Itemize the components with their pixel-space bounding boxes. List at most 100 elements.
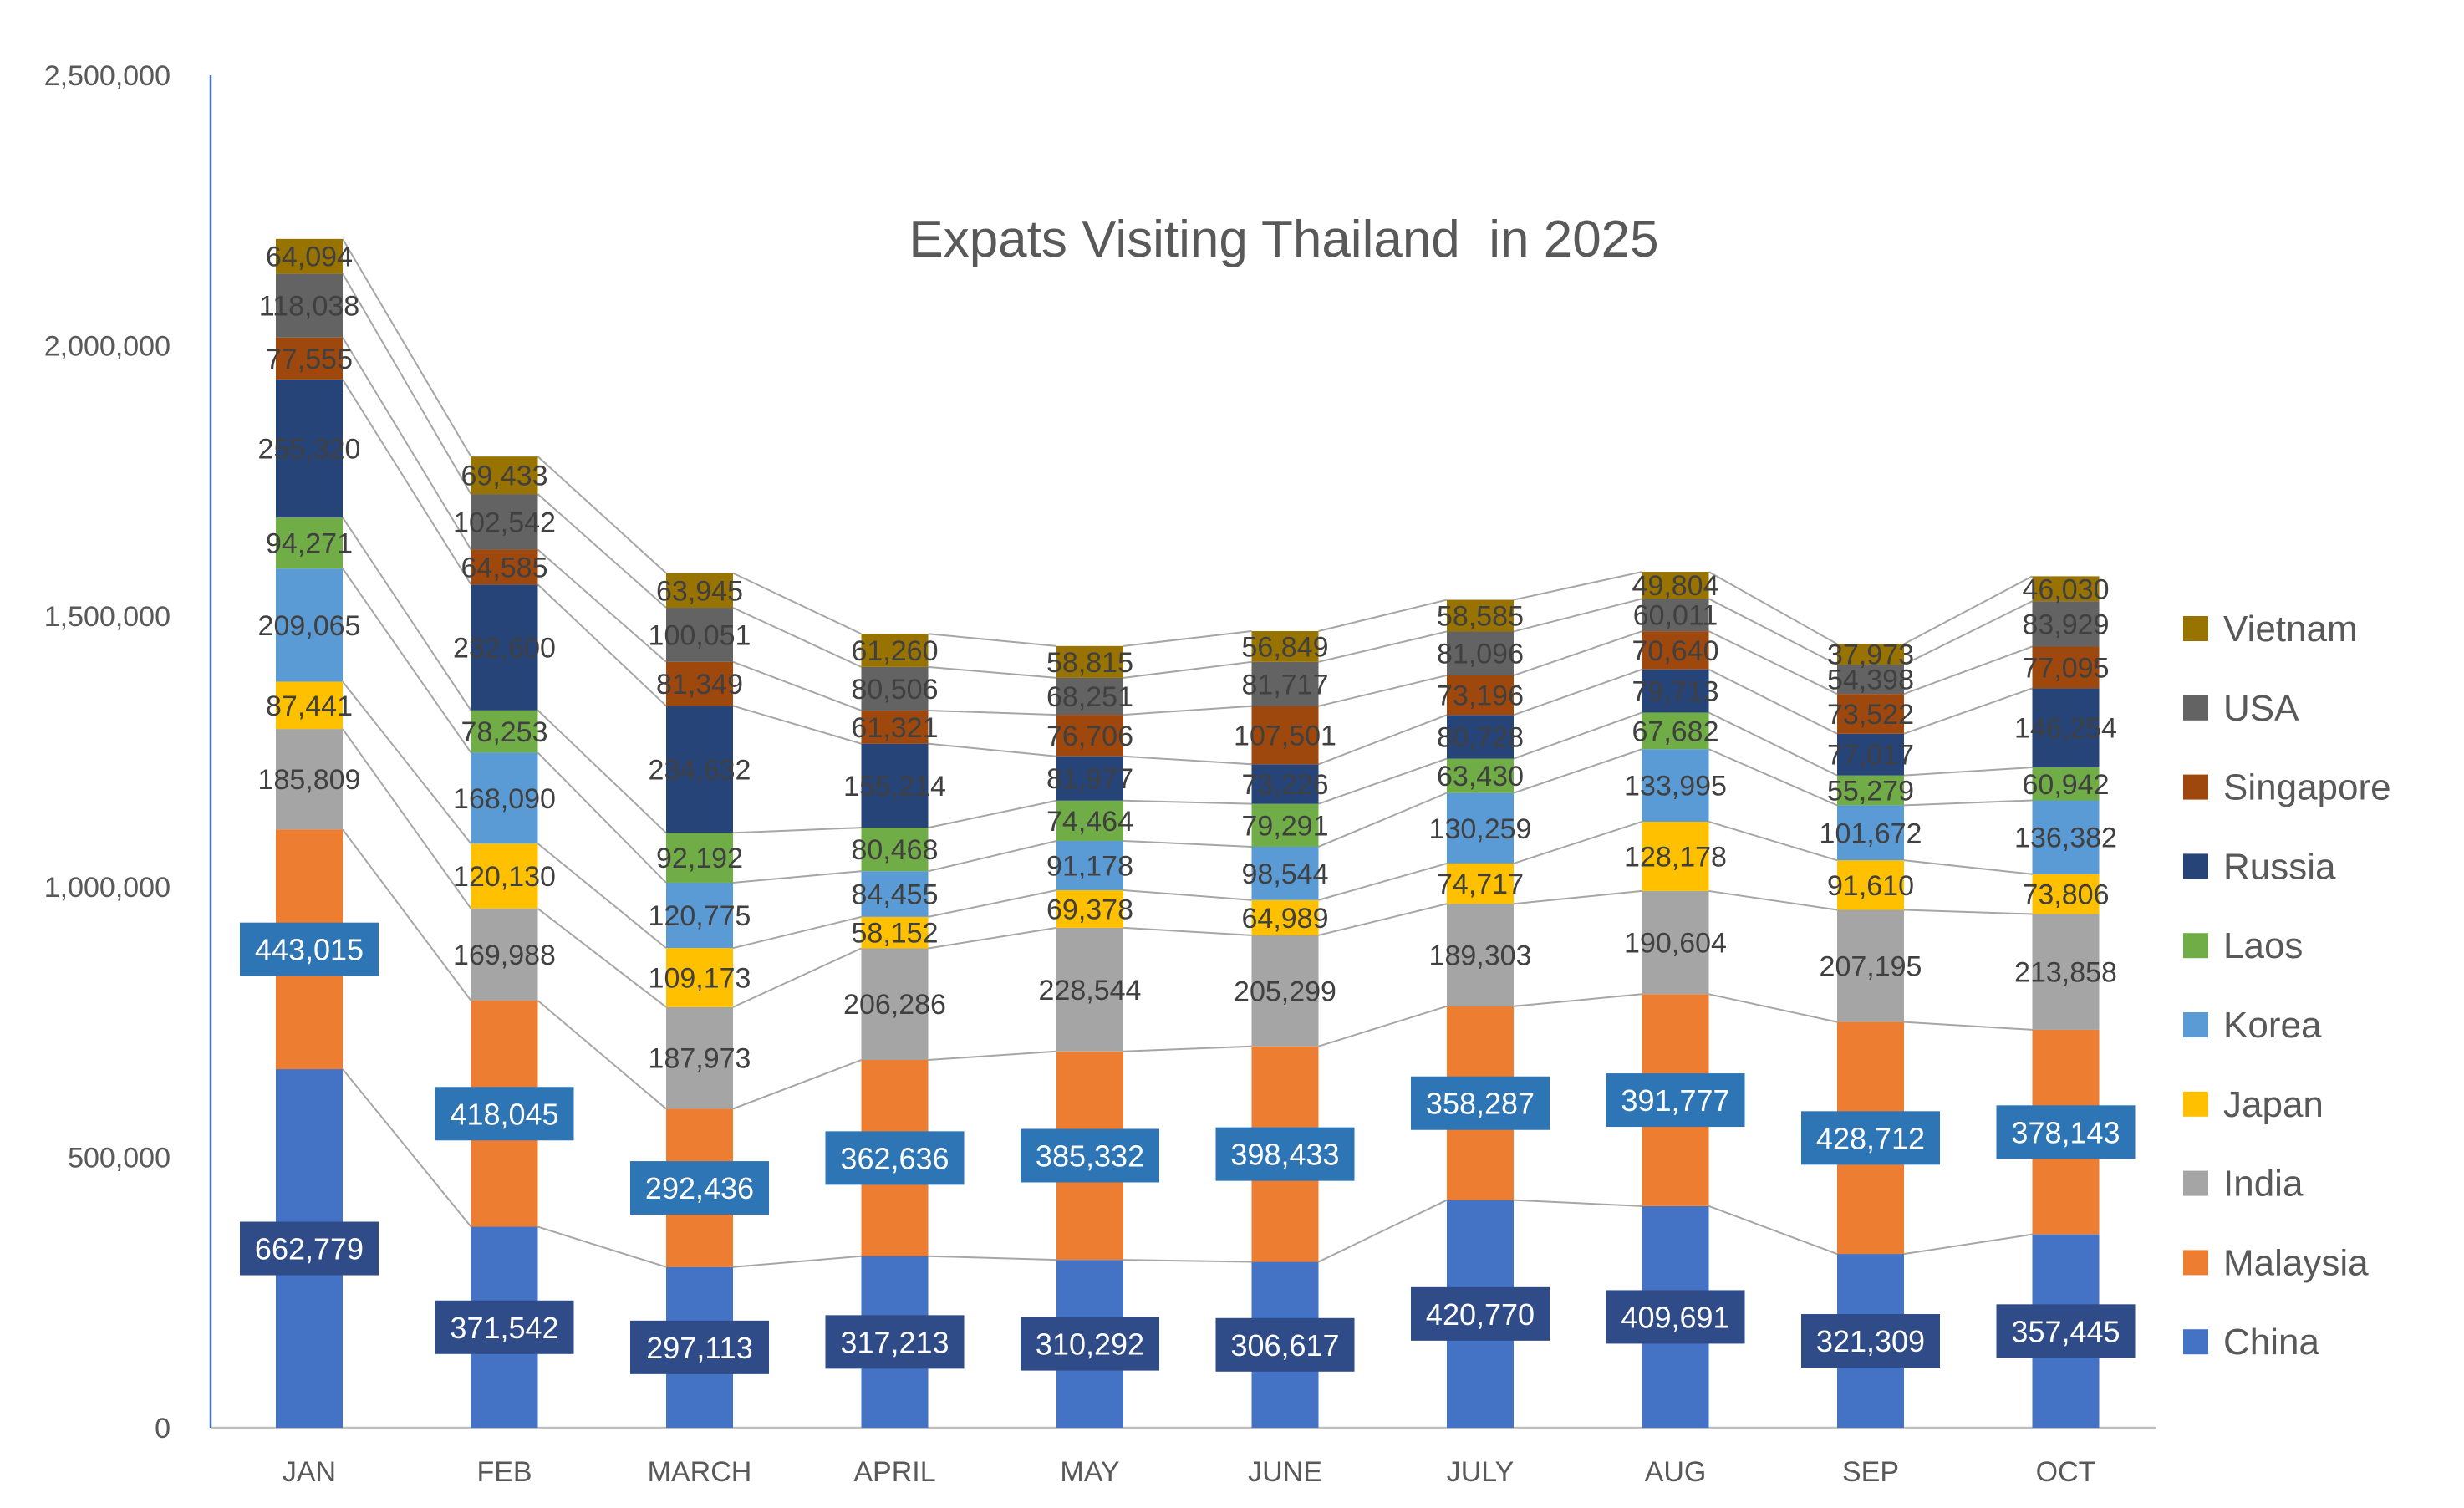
data-label-vietnam: 46,030 bbox=[2023, 573, 2110, 605]
series-line-vietnam bbox=[537, 456, 667, 574]
bar-russia bbox=[471, 584, 538, 711]
data-label-india: 205,299 bbox=[1234, 976, 1336, 1007]
data-label-laos: 79,291 bbox=[1242, 810, 1329, 842]
data-label-china: 297,113 bbox=[646, 1331, 752, 1365]
data-label-china: 317,213 bbox=[840, 1325, 949, 1359]
legend-swatch-malaysia bbox=[2183, 1250, 2208, 1276]
series-line-malaysia bbox=[1123, 1045, 1252, 1052]
data-label-china: 409,691 bbox=[1621, 1300, 1729, 1334]
bar-vietnam bbox=[1447, 599, 1514, 632]
series-line-malaysia bbox=[537, 1000, 667, 1110]
bar-laos bbox=[861, 828, 929, 872]
bar-laos bbox=[1056, 800, 1123, 841]
data-label-laos: 78,253 bbox=[461, 716, 548, 748]
data-label-japan: 58,152 bbox=[852, 918, 939, 950]
bar-india bbox=[1837, 909, 1904, 1022]
x-tick-label: MAY bbox=[1060, 1456, 1119, 1488]
bar-vietnam bbox=[1642, 572, 1709, 599]
series-line-india bbox=[1708, 889, 1838, 911]
bar-korea bbox=[2032, 800, 2100, 874]
y-tick-label: 1,000,000 bbox=[44, 872, 171, 904]
data-label-malaysia: 292,436 bbox=[645, 1171, 754, 1205]
series-line-korea bbox=[537, 751, 667, 884]
data-label-india: 228,544 bbox=[1039, 975, 1142, 1006]
data-label-korea: 130,259 bbox=[1429, 813, 1532, 845]
legend-label-singapore: Singapore bbox=[2223, 767, 2391, 808]
series-line-china bbox=[1123, 1259, 1252, 1263]
data-label-box-china bbox=[1411, 1286, 1550, 1341]
bar-laos bbox=[1642, 712, 1709, 750]
bar-korea bbox=[861, 871, 929, 917]
series-line-india bbox=[1513, 889, 1642, 905]
series-line-vietnam bbox=[1708, 571, 1838, 645]
x-tick-label: JUNE bbox=[1248, 1456, 1322, 1488]
series-line-korea bbox=[342, 568, 472, 753]
data-label-box-malaysia bbox=[1411, 1076, 1550, 1130]
data-label-china: 310,292 bbox=[1036, 1327, 1144, 1362]
series-line-china bbox=[732, 1255, 862, 1268]
bar-vietnam bbox=[666, 573, 733, 609]
data-label-laos: 63,430 bbox=[1437, 761, 1524, 792]
bar-russia bbox=[1251, 764, 1319, 804]
data-label-india: 190,604 bbox=[1624, 928, 1727, 960]
series-line-china bbox=[342, 1068, 472, 1228]
y-tick-label: 2,500,000 bbox=[44, 60, 171, 92]
data-label-russia: 155,214 bbox=[843, 771, 946, 802]
bar-laos bbox=[1837, 775, 1904, 806]
data-label-laos: 60,942 bbox=[2023, 769, 2110, 801]
data-label-box-malaysia bbox=[435, 1087, 574, 1141]
legend: Vietnam USA Singapore Russia Laos Korea Japan I… bbox=[2183, 609, 2391, 1363]
data-label-china: 371,542 bbox=[450, 1311, 558, 1345]
bar-singapore bbox=[1056, 715, 1123, 757]
series-line-usa bbox=[1123, 660, 1252, 679]
data-label-vietnam: 56,849 bbox=[1242, 631, 1329, 663]
data-label-usa: 68,251 bbox=[1046, 681, 1133, 713]
bar-vietnam bbox=[1056, 645, 1123, 678]
series-line-india bbox=[1903, 909, 2033, 915]
data-label-malaysia: 428,712 bbox=[1816, 1121, 1925, 1155]
data-label-box-malaysia bbox=[1606, 1073, 1745, 1128]
bar-russia bbox=[1447, 715, 1514, 759]
series-line-russia bbox=[928, 742, 1057, 757]
series-line-russia bbox=[1903, 687, 2033, 735]
series-line-laos bbox=[1513, 711, 1642, 760]
data-label-box-china bbox=[1996, 1304, 2136, 1358]
data-label-japan: 109,173 bbox=[649, 962, 751, 994]
series-line-malaysia bbox=[1903, 1021, 2033, 1031]
data-label-box-malaysia bbox=[1801, 1111, 1940, 1165]
data-label-box-china bbox=[1021, 1317, 1159, 1371]
bar-russia bbox=[1056, 756, 1123, 801]
bar-india bbox=[2032, 914, 2100, 1030]
data-label-box-china bbox=[240, 1221, 379, 1276]
data-label-laos: 74,464 bbox=[1046, 806, 1133, 838]
series-line-china bbox=[1318, 1199, 1448, 1263]
bar-laos bbox=[666, 833, 733, 883]
series-line-singapore bbox=[342, 337, 472, 550]
series-line-india bbox=[1123, 926, 1252, 936]
data-label-singapore: 64,585 bbox=[461, 552, 548, 583]
bar-singapore bbox=[276, 337, 343, 380]
data-label-russia: 234,632 bbox=[649, 754, 751, 786]
series-line-japan bbox=[537, 843, 667, 949]
bar-korea bbox=[1447, 792, 1514, 864]
bar-india bbox=[276, 729, 343, 830]
bar-russia bbox=[666, 706, 733, 833]
legend-swatch-russia bbox=[2183, 853, 2208, 879]
series-line-laos bbox=[1708, 711, 1838, 777]
series-line-india bbox=[537, 908, 667, 1008]
series-line-india bbox=[732, 947, 862, 1008]
data-label-malaysia: 385,332 bbox=[1036, 1139, 1144, 1173]
series-line-china bbox=[1903, 1233, 2033, 1256]
series-line-singapore bbox=[732, 660, 862, 711]
x-tick-label: JULY bbox=[1447, 1456, 1515, 1488]
x-tick-label: AUG bbox=[1645, 1456, 1707, 1488]
legend-swatch-india bbox=[2183, 1170, 2208, 1196]
series-line-japan bbox=[342, 680, 472, 844]
legend-label-malaysia: Malaysia bbox=[2223, 1242, 2369, 1283]
data-label-box-china bbox=[630, 1320, 769, 1374]
series-line-usa bbox=[1513, 598, 1642, 633]
data-label-laos: 67,682 bbox=[1632, 716, 1719, 747]
data-label-singapore: 73,196 bbox=[1437, 680, 1524, 712]
data-label-russia: 146,254 bbox=[2014, 713, 2117, 745]
data-label-box-china bbox=[825, 1315, 965, 1369]
